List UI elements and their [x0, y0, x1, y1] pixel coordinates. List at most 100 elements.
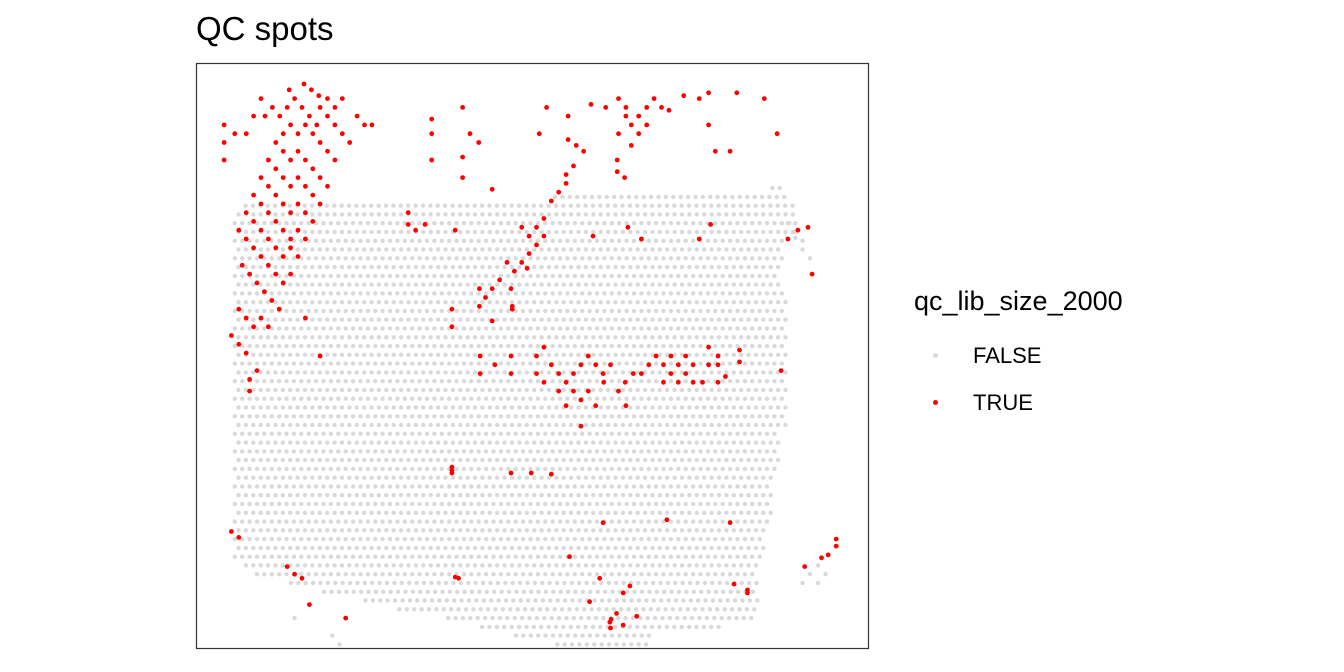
spot-false: [679, 300, 685, 305]
spot-false: [465, 203, 470, 208]
spot-false: [594, 414, 600, 419]
spot-false: [712, 615, 717, 621]
spot-false: [439, 396, 444, 401]
spot-false: [454, 414, 459, 419]
spot-false: [635, 528, 640, 533]
spot-false: [491, 256, 496, 261]
spot-false: [602, 256, 607, 261]
spot-false: [402, 536, 407, 542]
spot-false: [554, 440, 559, 445]
spot-false: [698, 414, 703, 419]
spot-false: [398, 247, 404, 252]
spot-false: [617, 449, 622, 454]
spot-false: [576, 317, 581, 322]
spot-false: [435, 387, 441, 393]
spot-false: [761, 300, 766, 305]
spot-false: [631, 308, 637, 314]
spot-false: [636, 642, 641, 647]
spot-false: [591, 457, 596, 463]
spot-false: [665, 317, 670, 322]
spot-false: [413, 387, 419, 393]
spot-false: [306, 536, 311, 542]
spot-false: [321, 379, 326, 384]
spot-false: [295, 493, 300, 498]
spot-false: [302, 440, 308, 445]
spot-false: [469, 484, 474, 489]
spot-false: [380, 343, 385, 349]
spot-false: [631, 256, 637, 261]
spot-false: [443, 370, 448, 375]
spot-false: [532, 493, 537, 498]
spot-false: [587, 343, 592, 349]
spot-false: [483, 238, 489, 243]
spot-false: [705, 326, 711, 331]
spot-false: [450, 317, 456, 322]
spot-false: [421, 282, 426, 287]
spot-false: [240, 554, 245, 559]
spot-false: [288, 317, 293, 322]
spot-false: [528, 379, 533, 384]
spot-false: [313, 449, 319, 454]
spot-false: [668, 256, 674, 261]
spot-true: [666, 107, 672, 113]
spot-false: [495, 264, 500, 270]
spot-true: [563, 403, 569, 409]
spot-false: [599, 598, 605, 603]
spot-false: [587, 361, 592, 366]
spot-false: [354, 229, 359, 235]
spot-false: [568, 624, 573, 630]
spot-false: [339, 387, 345, 393]
spot-false: [362, 510, 367, 515]
spot-false: [576, 282, 581, 287]
spot-false: [731, 387, 736, 393]
spot-false: [594, 379, 600, 384]
spot-false: [755, 598, 760, 603]
spot-false: [299, 431, 304, 436]
spot-false: [641, 607, 646, 612]
spot-false: [631, 484, 637, 489]
spot-false: [702, 563, 707, 568]
spot-false: [772, 361, 777, 366]
spot-true: [292, 571, 297, 577]
spot-true: [509, 303, 515, 309]
spot-true: [651, 96, 657, 101]
spot-false: [543, 554, 548, 559]
spot-false: [620, 335, 626, 340]
spot-false: [254, 554, 260, 559]
spot-false: [332, 545, 337, 551]
spot-false: [720, 572, 725, 577]
spot-false: [247, 554, 252, 559]
spot-false: [746, 563, 751, 568]
spot-false: [332, 282, 337, 287]
spot-false: [639, 589, 645, 594]
spot-false: [735, 221, 740, 226]
spot-false: [509, 457, 515, 463]
spot-false: [665, 422, 670, 428]
spot-false: [280, 247, 286, 252]
spot-false: [384, 405, 389, 410]
spot-false: [318, 580, 323, 586]
spot-false: [332, 528, 337, 533]
spot-false: [395, 273, 400, 279]
spot-false: [520, 572, 526, 577]
spot-false: [295, 335, 300, 340]
spot-false: [676, 449, 681, 454]
spot-false: [373, 501, 378, 507]
spot-true: [251, 219, 256, 224]
spot-false: [681, 598, 686, 603]
spot-false: [280, 352, 286, 357]
spot-false: [306, 379, 311, 384]
spot-false: [709, 387, 714, 393]
spot-false: [421, 528, 426, 533]
spot-false: [491, 431, 496, 436]
spot-false: [557, 256, 563, 261]
spot-false: [413, 405, 419, 410]
spot-false: [539, 282, 544, 287]
spot-false: [306, 361, 311, 366]
spot-false: [365, 379, 371, 384]
spot-false: [731, 282, 736, 287]
spot-false: [336, 361, 341, 366]
spot-false: [398, 300, 404, 305]
spot-false: [757, 326, 762, 331]
spot-false: [322, 589, 327, 594]
